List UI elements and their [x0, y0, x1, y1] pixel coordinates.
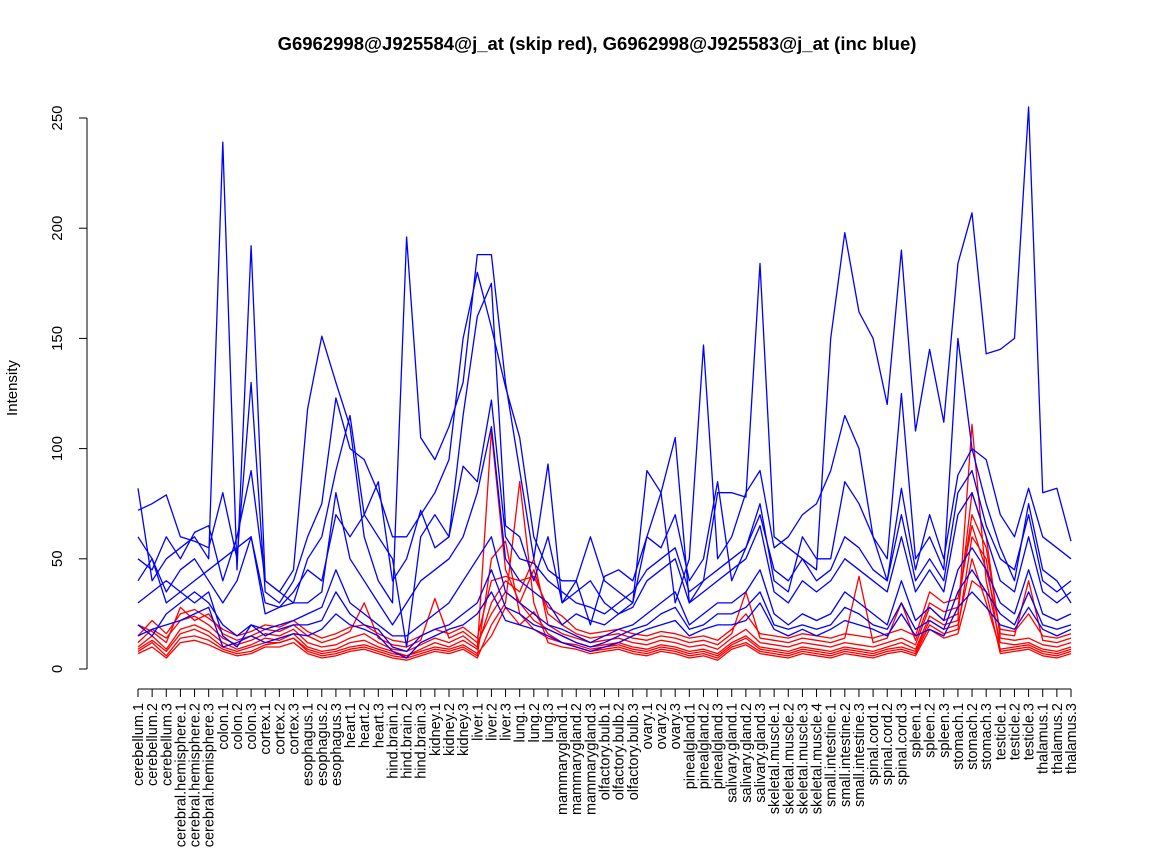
x-tick-label: lung.1	[513, 703, 529, 743]
x-tick-label: esophagus.3	[329, 703, 345, 786]
x-tick-label: kidney.1	[428, 703, 444, 756]
x-tick-label: cerebral.hemisphere.3	[202, 703, 218, 847]
x-tick-label: salivary.gland.1	[725, 703, 741, 803]
x-tick-label: spinal.cord.3	[894, 703, 910, 785]
x-tick-label: heart.2	[357, 703, 373, 748]
x-tick-label: esophagus.2	[315, 703, 331, 786]
x-tick-label: liver.2	[484, 703, 500, 741]
x-tick-label: small.intestine.1	[824, 703, 840, 807]
x-tick-label: skeletal.muscle.3	[795, 703, 811, 814]
x-tick-label: colon.1	[216, 703, 232, 750]
x-tick-label: cerebellum.1	[131, 703, 147, 786]
y-axis-label: Intensity	[4, 360, 21, 416]
chart-title: G6962998@J925584@j_at (skip red), G69629…	[278, 33, 917, 54]
x-tick-label: hind.brain.3	[414, 703, 430, 779]
x-tick-label: spinal.cord.1	[866, 703, 882, 785]
y-tick-label: 150	[49, 326, 66, 351]
x-tick-label: skeletal.muscle.4	[810, 703, 826, 814]
x-tick-label: spleen.2	[923, 703, 939, 758]
x-tick-label: cortex.1	[258, 703, 274, 755]
series-line-inc-8	[137, 591, 1072, 659]
x-tick-label: testicle.1	[993, 703, 1009, 760]
x-tick-label: thalamus.1	[1036, 703, 1052, 774]
x-tick-label: testicle.3	[1022, 703, 1038, 760]
x-tick-label: colon.2	[230, 703, 246, 750]
x-tick-label: kidney.2	[442, 703, 458, 756]
x-tick-label: olfactory.bulb.2	[612, 703, 628, 800]
x-tick-label: colon.3	[244, 703, 260, 750]
y-axis: 0 50 100 150 200 250	[49, 105, 88, 673]
x-tick-label: testicle.2	[1007, 703, 1023, 760]
x-tick-label: liver.3	[499, 703, 515, 741]
x-tick-label: spleen.1	[909, 703, 925, 758]
x-tick-label: hind.brain.1	[385, 703, 401, 779]
series-line-inc-2	[137, 271, 1072, 604]
y-tick-label: 250	[49, 105, 66, 130]
series-line-inc-5	[137, 425, 1072, 626]
x-tick-label: spleen.3	[937, 703, 953, 758]
x-tick-label: cortex.2	[272, 703, 288, 755]
x-tick-label: thalamus.3	[1064, 703, 1080, 774]
x-tick-label: cerebellum.2	[145, 703, 161, 786]
x-tick-label: pinealgland.1	[682, 703, 698, 789]
x-tick-label: mammarygland.2	[569, 703, 585, 815]
x-tick-label: skeletal.muscle.1	[767, 703, 783, 814]
x-tick-label: lung.3	[541, 703, 557, 743]
x-tick-label: salivary.gland.2	[739, 703, 755, 803]
x-tick-label: mammarygland.1	[555, 703, 571, 815]
x-tick-label: lung.2	[527, 703, 543, 743]
x-tick-label: cerebral.hemisphere.2	[188, 703, 204, 847]
x-tick-label: olfactory.bulb.3	[626, 703, 642, 800]
x-tick-label: heart.1	[343, 703, 359, 748]
x-tick-label: stomach.2	[965, 703, 981, 770]
x-tick-label: ovary.1	[640, 703, 656, 749]
x-tick-label: salivary.gland.3	[753, 703, 769, 803]
x-tick-label: small.intestine.3	[852, 703, 868, 807]
series-line-inc-7	[137, 569, 1072, 653]
x-tick-label: pinealgland.3	[711, 703, 727, 789]
series-line-skip-3	[137, 481, 1072, 661]
x-tick-label: liver.1	[470, 703, 486, 741]
x-tick-label: thalamus.2	[1050, 703, 1066, 774]
x-tick-label: ovary.2	[654, 703, 670, 749]
x-tick-label: cerebral.hemisphere.1	[173, 703, 189, 847]
x-tick-label: hind.brain.2	[400, 703, 416, 779]
x-tick-label: mammarygland.3	[583, 703, 599, 815]
x-tick-label: spinal.cord.2	[880, 703, 896, 785]
y-tick-label: 50	[49, 550, 66, 567]
x-tick-label: esophagus.1	[301, 703, 317, 786]
y-tick-label: 200	[49, 216, 66, 241]
series-line-inc-4	[137, 399, 1072, 615]
series-line-inc-1	[137, 106, 1072, 626]
x-tick-label: stomach.3	[979, 703, 995, 770]
y-tick-label: 100	[49, 436, 66, 461]
x-tick-label: stomach.1	[951, 703, 967, 770]
y-tick-label: 0	[49, 665, 66, 673]
x-tick-label: ovary.3	[668, 703, 684, 749]
x-tick-label: olfactory.bulb.1	[598, 703, 614, 800]
x-tick-label: small.intestine.2	[838, 703, 854, 807]
x-tick-label: skeletal.muscle.2	[781, 703, 797, 814]
x-tick-label: pinealgland.2	[696, 703, 712, 789]
x-tick-label: cerebellum.3	[159, 703, 175, 786]
series-line-skip-4	[137, 492, 1072, 653]
series-layer	[137, 106, 1072, 661]
x-tick-label: heart.3	[371, 703, 387, 748]
x-tick-label: kidney.3	[456, 703, 472, 756]
series-line-inc-6	[137, 536, 1072, 644]
x-tick-label: cortex.3	[287, 703, 303, 755]
x-axis: cerebellum.1cerebellum.2cerebellum.3cere…	[131, 688, 1080, 847]
